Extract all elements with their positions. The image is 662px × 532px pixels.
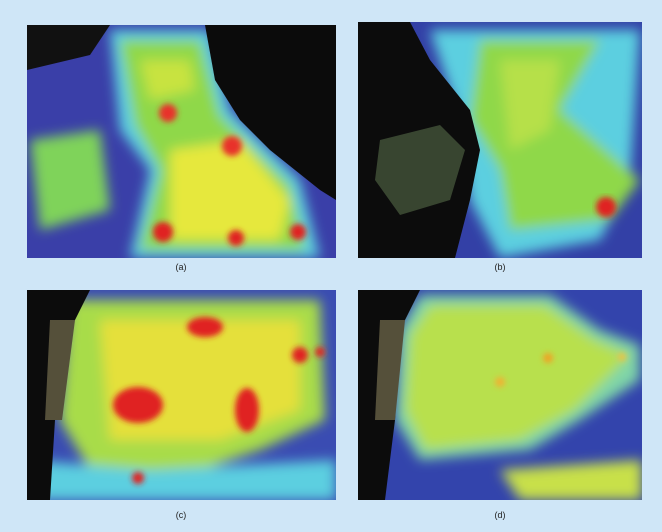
figure: (a) (b) (c) (d) (0, 0, 662, 532)
panel-a (27, 25, 336, 258)
caption: (c) (176, 510, 187, 520)
panel-b (358, 22, 642, 258)
caption: (b) (495, 262, 506, 272)
caption: (d) (495, 510, 506, 520)
page: {"captions": ["(a)", "(b)", "(c)", "(d)"… (0, 0, 662, 532)
caption: (a) (176, 262, 187, 272)
panel-c (27, 290, 336, 500)
panel-d (358, 290, 642, 500)
